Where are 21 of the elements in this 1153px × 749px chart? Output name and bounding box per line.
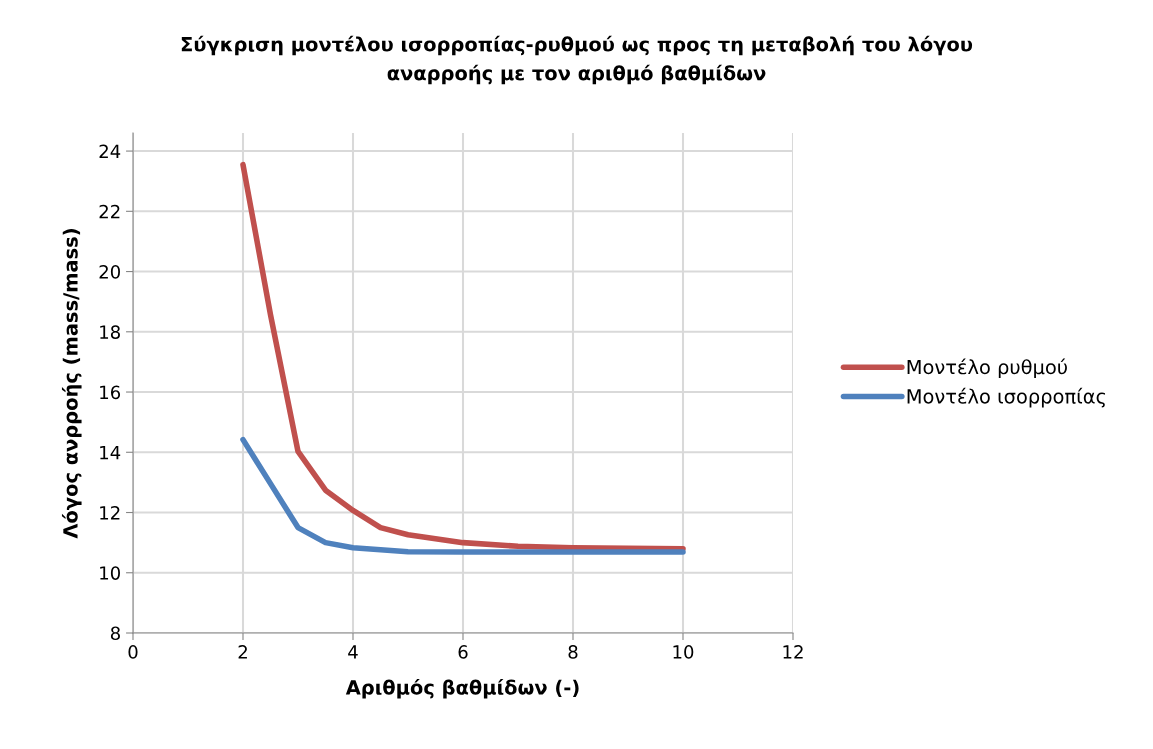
y-axis-title: Λόγος ανρροής (mass/mass) <box>61 229 82 539</box>
x-tick-label: 6 <box>458 645 468 659</box>
y-tick-label: 8 <box>110 626 120 641</box>
x-tick-label: 0 <box>128 645 138 659</box>
y-tick-label: 14 <box>100 445 121 460</box>
y-tick-label: 18 <box>100 325 120 339</box>
x-axis-title: Αριθμός βαθμίδων (-) <box>345 678 579 699</box>
y-tick-label: 10 <box>100 566 120 580</box>
x-tick-label: 2 <box>238 645 247 659</box>
x-tick-label: 4 <box>348 645 358 659</box>
y-tick-label: 16 <box>100 385 121 400</box>
y-tick-label: 12 <box>100 505 120 520</box>
legend-label: Μοντέλο ρυθμού <box>907 358 1067 379</box>
x-tick-label: 8 <box>568 645 578 659</box>
x-tick-label: 10 <box>673 645 694 659</box>
y-tick-label: 20 <box>99 265 120 279</box>
y-tick-label: 24 <box>99 144 121 158</box>
chart-title: Σύγκριση μοντέλου ισορροπίας-ρυθμού ως προς τη μεταβολή του λόγου αναρροής με τον αριθμό βαθμίδων <box>181 35 973 85</box>
y-tick-label: 22 <box>99 204 120 219</box>
x-tick-label: 12 <box>783 645 803 659</box>
legend-label: Μοντέλο ισορροπίας <box>907 387 1106 408</box>
